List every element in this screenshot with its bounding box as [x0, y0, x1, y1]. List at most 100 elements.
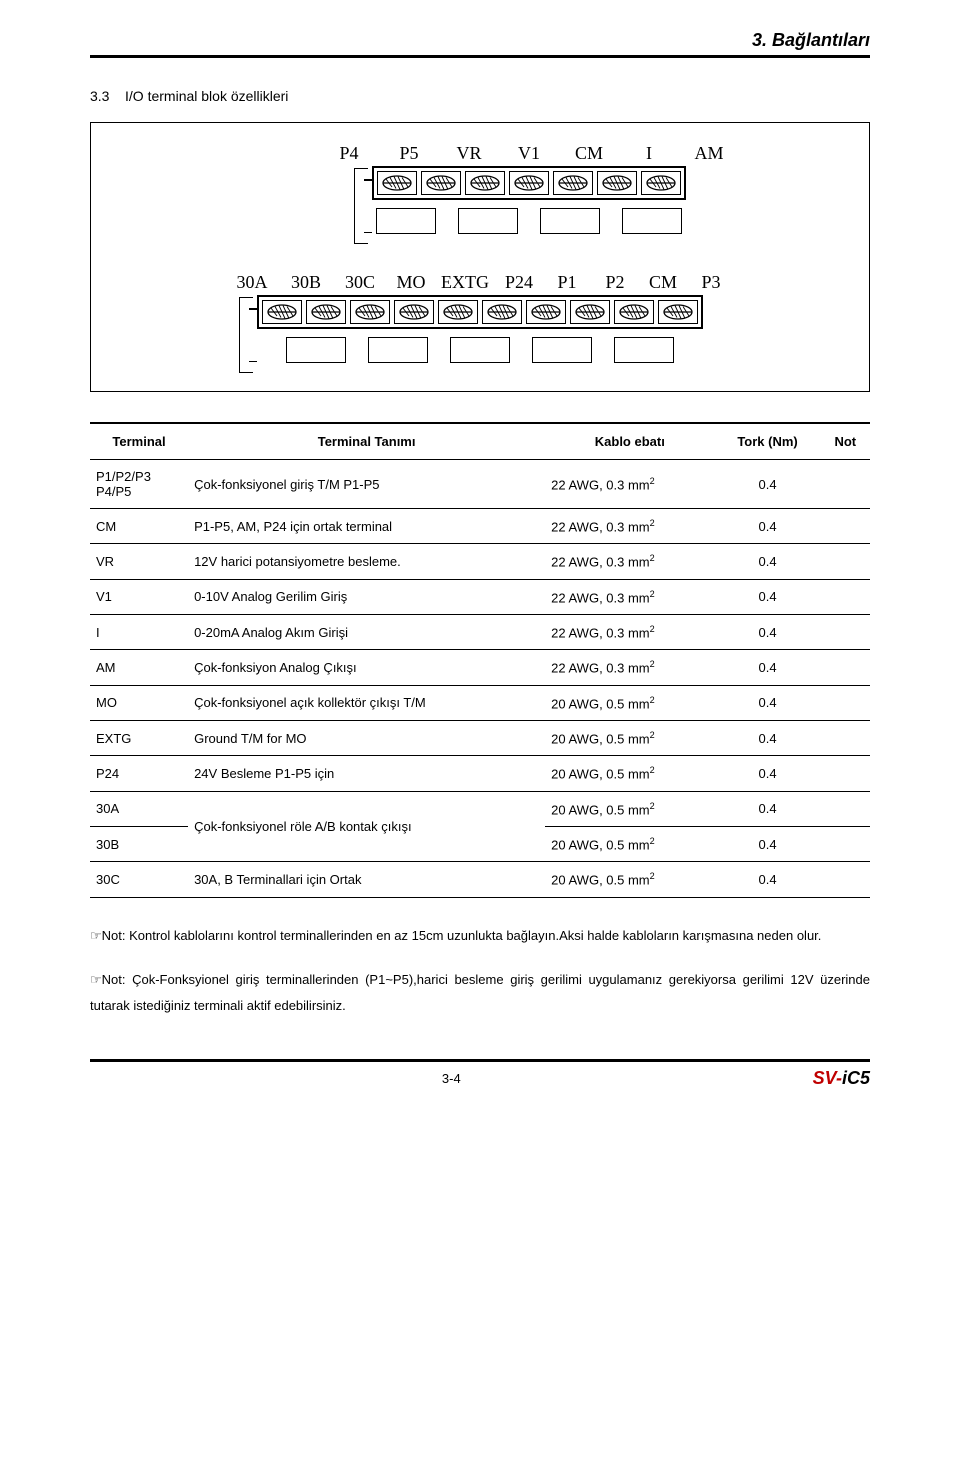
terminal-screw-icon	[553, 171, 593, 195]
note-cell	[821, 720, 870, 755]
blank-terminal	[458, 208, 518, 234]
note-cell	[821, 544, 870, 579]
torque-cell: 0.4	[714, 685, 820, 720]
terminal-screw-icon	[658, 300, 698, 324]
cable-cell: 20 AWG, 0.5 mm2	[545, 720, 714, 755]
blank-terminal	[540, 208, 600, 234]
note-cell	[821, 509, 870, 544]
terminal-label: 30A	[231, 272, 273, 293]
note-cell	[821, 685, 870, 720]
torque-cell: 0.4	[714, 862, 820, 897]
desc-cell: P1-P5, AM, P24 için ortak terminal	[188, 509, 545, 544]
blank-terminal	[532, 337, 592, 363]
blank-terminal	[450, 337, 510, 363]
terminal-screw-icon	[421, 171, 461, 195]
terminal-label: I	[629, 143, 669, 164]
terminal-screw-icon	[526, 300, 566, 324]
terminal-screw-icon	[509, 171, 549, 195]
terminal-cell: 30B	[90, 826, 188, 861]
terminal-cell: EXTG	[90, 720, 188, 755]
desc-cell: Ground T/M for MO	[188, 720, 545, 755]
note-2: ☞Not: Çok-Fonksyionel giriş terminalleri…	[90, 967, 870, 1019]
terminal-screw-icon	[465, 171, 505, 195]
terminal-label: MO	[393, 272, 429, 293]
terminal-screw-icon	[641, 171, 681, 195]
terminal-label: P24	[501, 272, 537, 293]
desc-cell: Çok-fonksiyonel röle A/B kontak çıkışı	[188, 791, 545, 862]
terminal-cell: 30A	[90, 791, 188, 826]
note-cell	[821, 460, 870, 509]
torque-cell: 0.4	[714, 460, 820, 509]
pointing-hand-icon: ☞	[90, 972, 102, 987]
section-heading: I/O terminal blok özellikleri	[125, 88, 288, 104]
torque-cell: 0.4	[714, 826, 820, 861]
pointing-hand-icon: ☞	[90, 928, 102, 943]
note-cell	[821, 756, 870, 791]
terminal-label: P5	[389, 143, 429, 164]
table-row: P2424V Besleme P1-P5 için20 AWG, 0.5 mm2…	[90, 756, 870, 791]
column-header: Terminal	[90, 423, 188, 460]
page-header: 3. Bağlantıları	[90, 30, 870, 58]
desc-cell: 24V Besleme P1-P5 için	[188, 756, 545, 791]
top-label-row: P4P5VRV1CMIAM	[231, 143, 729, 164]
note-cell	[821, 650, 870, 685]
table-row: 30C30A, B Terminallari için Ortak20 AWG,…	[90, 862, 870, 897]
terminal-spec-table: TerminalTerminal TanımıKablo ebatıTork (…	[90, 422, 870, 898]
terminal-label: P3	[693, 272, 729, 293]
cable-cell: 22 AWG, 0.3 mm2	[545, 650, 714, 685]
terminal-diagram: P4P5VRV1CMIAM 30A30B30CMOEXTGP24P1P2CMP3	[90, 122, 870, 392]
blank-terminal	[368, 337, 428, 363]
terminal-screw-icon	[597, 171, 637, 195]
terminal-screw-icon	[394, 300, 434, 324]
cable-cell: 20 AWG, 0.5 mm2	[545, 826, 714, 861]
terminal-label: P2	[597, 272, 633, 293]
terminal-screw-icon	[377, 171, 417, 195]
column-header: Terminal Tanımı	[188, 423, 545, 460]
cable-cell: 22 AWG, 0.3 mm2	[545, 614, 714, 649]
terminal-cell: I	[90, 614, 188, 649]
table-row: EXTGGround T/M for MO20 AWG, 0.5 mm20.4	[90, 720, 870, 755]
blank-terminal	[614, 337, 674, 363]
table-row: I0-20mA Analog Akım Girişi22 AWG, 0.3 mm…	[90, 614, 870, 649]
cable-cell: 22 AWG, 0.3 mm2	[545, 579, 714, 614]
desc-cell: Çok-fonksiyon Analog Çıkışı	[188, 650, 545, 685]
terminal-cell: VR	[90, 544, 188, 579]
torque-cell: 0.4	[714, 614, 820, 649]
cable-cell: 20 AWG, 0.5 mm2	[545, 862, 714, 897]
terminal-cell: AM	[90, 650, 188, 685]
terminal-screw-icon	[570, 300, 610, 324]
top-blank-row	[231, 208, 729, 234]
terminal-cell: V1	[90, 579, 188, 614]
torque-cell: 0.4	[714, 756, 820, 791]
terminal-cell: 30C	[90, 862, 188, 897]
cable-cell: 20 AWG, 0.5 mm2	[545, 756, 714, 791]
cable-cell: 20 AWG, 0.5 mm2	[545, 791, 714, 826]
terminal-label: P1	[549, 272, 585, 293]
terminal-cell: MO	[90, 685, 188, 720]
cable-cell: 22 AWG, 0.3 mm2	[545, 460, 714, 509]
table-row: VR12V harici potansiyometre besleme.22 A…	[90, 544, 870, 579]
column-header: Kablo ebatı	[545, 423, 714, 460]
terminal-label: VR	[449, 143, 489, 164]
blank-terminal	[622, 208, 682, 234]
terminal-screw-icon	[262, 300, 302, 324]
terminal-label: 30B	[285, 272, 327, 293]
table-row: 30AÇok-fonksiyonel röle A/B kontak çıkış…	[90, 791, 870, 826]
terminal-cell: CM	[90, 509, 188, 544]
blank-terminal	[376, 208, 436, 234]
column-header: Tork (Nm)	[714, 423, 820, 460]
terminal-screw-icon	[350, 300, 390, 324]
desc-cell: 0-10V Analog Gerilim Giriş	[188, 579, 545, 614]
page-number: 3-4	[442, 1071, 461, 1086]
brand-logo: SV-iC5	[813, 1068, 870, 1089]
bottom-blank-row	[231, 337, 729, 363]
note-cell	[821, 791, 870, 826]
note-cell	[821, 862, 870, 897]
note-cell	[821, 614, 870, 649]
table-row: CMP1-P5, AM, P24 için ortak terminal22 A…	[90, 509, 870, 544]
torque-cell: 0.4	[714, 650, 820, 685]
torque-cell: 0.4	[714, 544, 820, 579]
note-1: ☞Not: Kontrol kablolarını kontrol termin…	[90, 923, 870, 949]
terminal-screw-icon	[482, 300, 522, 324]
table-row: MOÇok-fonksiyonel açık kollektör çıkışı …	[90, 685, 870, 720]
